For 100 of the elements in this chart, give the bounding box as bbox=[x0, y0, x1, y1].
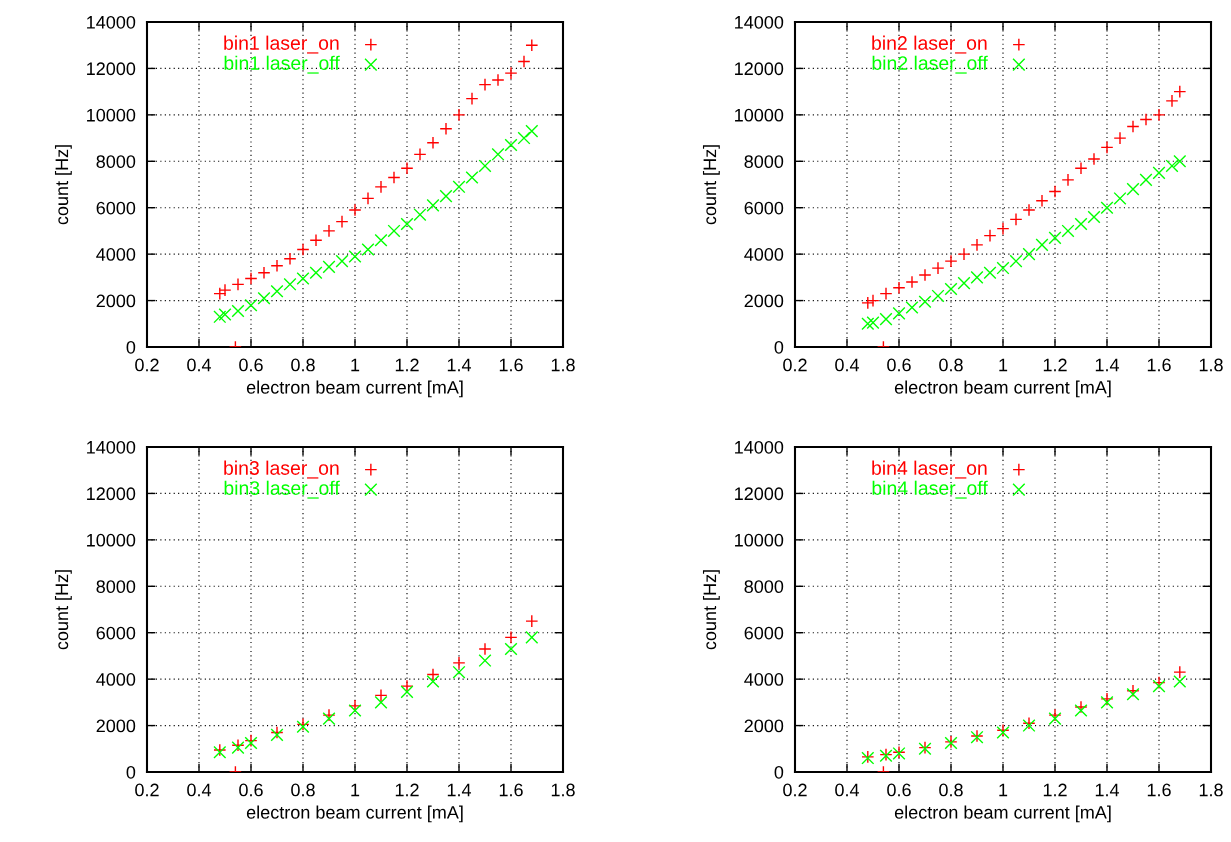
point bbox=[996, 261, 1010, 275]
point bbox=[218, 307, 232, 322]
point bbox=[335, 254, 349, 268]
y-tick-label: 8000 bbox=[744, 580, 784, 594]
point bbox=[1139, 112, 1153, 127]
point bbox=[1048, 708, 1062, 722]
x-axis-title: electron beam current [mA] bbox=[894, 805, 1111, 823]
point bbox=[400, 685, 414, 699]
point bbox=[983, 229, 997, 243]
x-tick-label: 0.4 bbox=[187, 358, 212, 372]
y-tick-label: 10000 bbox=[735, 108, 784, 122]
legend-label: bin1 laser_off bbox=[224, 55, 340, 74]
x-tick-label: 0.8 bbox=[291, 783, 315, 797]
y-axis-title: count [Hz] bbox=[54, 145, 72, 225]
point bbox=[439, 122, 453, 136]
point bbox=[905, 301, 919, 315]
point bbox=[322, 708, 336, 722]
point bbox=[270, 284, 284, 298]
point bbox=[1173, 665, 1187, 679]
point bbox=[322, 260, 336, 274]
y-tick-label: 4000 bbox=[96, 673, 136, 686]
x-tick-label: 0.2 bbox=[783, 358, 807, 372]
point bbox=[1048, 184, 1062, 198]
point bbox=[1074, 161, 1088, 175]
point bbox=[426, 136, 440, 150]
point bbox=[413, 208, 427, 222]
point bbox=[957, 247, 971, 261]
point bbox=[1165, 94, 1179, 108]
point bbox=[1173, 674, 1187, 688]
legend-label: bin3 laser_on bbox=[224, 460, 339, 479]
point bbox=[504, 642, 518, 656]
x-tick-label: 1.2 bbox=[1043, 783, 1067, 797]
x-tick-label: 1.8 bbox=[1199, 783, 1223, 797]
x-tick-label: 0.6 bbox=[239, 783, 263, 797]
point bbox=[517, 131, 531, 145]
x-tick-label: 1.8 bbox=[551, 358, 575, 372]
legend-label: bin4 laser_on bbox=[872, 460, 987, 479]
point bbox=[296, 242, 310, 257]
legend-label: bin4 laser_off bbox=[872, 480, 988, 499]
point bbox=[525, 38, 539, 52]
x-axis-title: electron beam current [mA] bbox=[894, 380, 1111, 398]
point bbox=[361, 191, 375, 205]
y-tick-label: 10000 bbox=[735, 533, 784, 547]
x-tick-label: 0.6 bbox=[887, 358, 911, 372]
x-axis-title: electron beam current [mA] bbox=[246, 805, 463, 823]
x-tick-label: 1.4 bbox=[1095, 358, 1120, 372]
x-tick-label: 1 bbox=[351, 358, 360, 372]
point bbox=[361, 242, 375, 257]
y-tick-label: 0 bbox=[126, 765, 136, 779]
point bbox=[1022, 247, 1036, 261]
x-tick-label: 1.4 bbox=[447, 358, 472, 372]
y-axis-title: count [Hz] bbox=[702, 570, 720, 650]
x-tick-label: 1.8 bbox=[551, 783, 575, 797]
point bbox=[322, 224, 336, 238]
point bbox=[400, 161, 414, 175]
point bbox=[931, 261, 945, 275]
x-tick-label: 0.2 bbox=[135, 783, 159, 797]
point bbox=[1009, 254, 1023, 268]
point bbox=[504, 138, 518, 152]
point bbox=[892, 306, 906, 320]
point bbox=[1113, 131, 1127, 145]
y-tick-label: 6000 bbox=[744, 626, 784, 640]
y-tick-label: 12000 bbox=[87, 487, 136, 501]
point bbox=[244, 272, 258, 286]
y-tick-label: 0 bbox=[774, 765, 784, 779]
point bbox=[452, 656, 466, 670]
point bbox=[426, 198, 440, 212]
point bbox=[348, 203, 362, 217]
x-tick-label: 1.6 bbox=[499, 783, 523, 797]
point bbox=[918, 295, 932, 309]
point bbox=[1100, 201, 1114, 215]
point bbox=[478, 159, 492, 173]
point bbox=[1165, 159, 1179, 173]
point bbox=[348, 249, 362, 263]
point bbox=[996, 222, 1010, 236]
point bbox=[1139, 173, 1153, 187]
x-tick-label: 1.6 bbox=[1147, 358, 1171, 372]
y-tick-label: 8000 bbox=[744, 155, 784, 169]
x-tick-label: 1.2 bbox=[1043, 358, 1067, 372]
point bbox=[1061, 224, 1075, 238]
legend-label: bin3 laser_off bbox=[224, 480, 340, 499]
x-tick-label: 0.2 bbox=[135, 358, 159, 372]
x-tick-label: 0.8 bbox=[291, 358, 315, 372]
y-tick-label: 4000 bbox=[96, 248, 136, 261]
x-tick-label: 1.2 bbox=[395, 358, 419, 372]
x-tick-label: 1 bbox=[351, 783, 360, 797]
x-axis-title: electron beam current [mA] bbox=[246, 380, 463, 398]
y-tick-label: 6000 bbox=[96, 201, 136, 215]
point bbox=[322, 712, 336, 726]
y-axis-title: count [Hz] bbox=[54, 570, 72, 650]
x-tick-label: 1.6 bbox=[1147, 783, 1171, 797]
point bbox=[283, 277, 297, 291]
x-tick-label: 0.8 bbox=[939, 358, 963, 372]
point bbox=[1152, 108, 1166, 122]
x-tick-label: 0.6 bbox=[887, 783, 911, 797]
point bbox=[335, 215, 349, 229]
point bbox=[348, 703, 362, 717]
point bbox=[231, 277, 245, 291]
point bbox=[257, 266, 271, 280]
point bbox=[1009, 212, 1023, 226]
